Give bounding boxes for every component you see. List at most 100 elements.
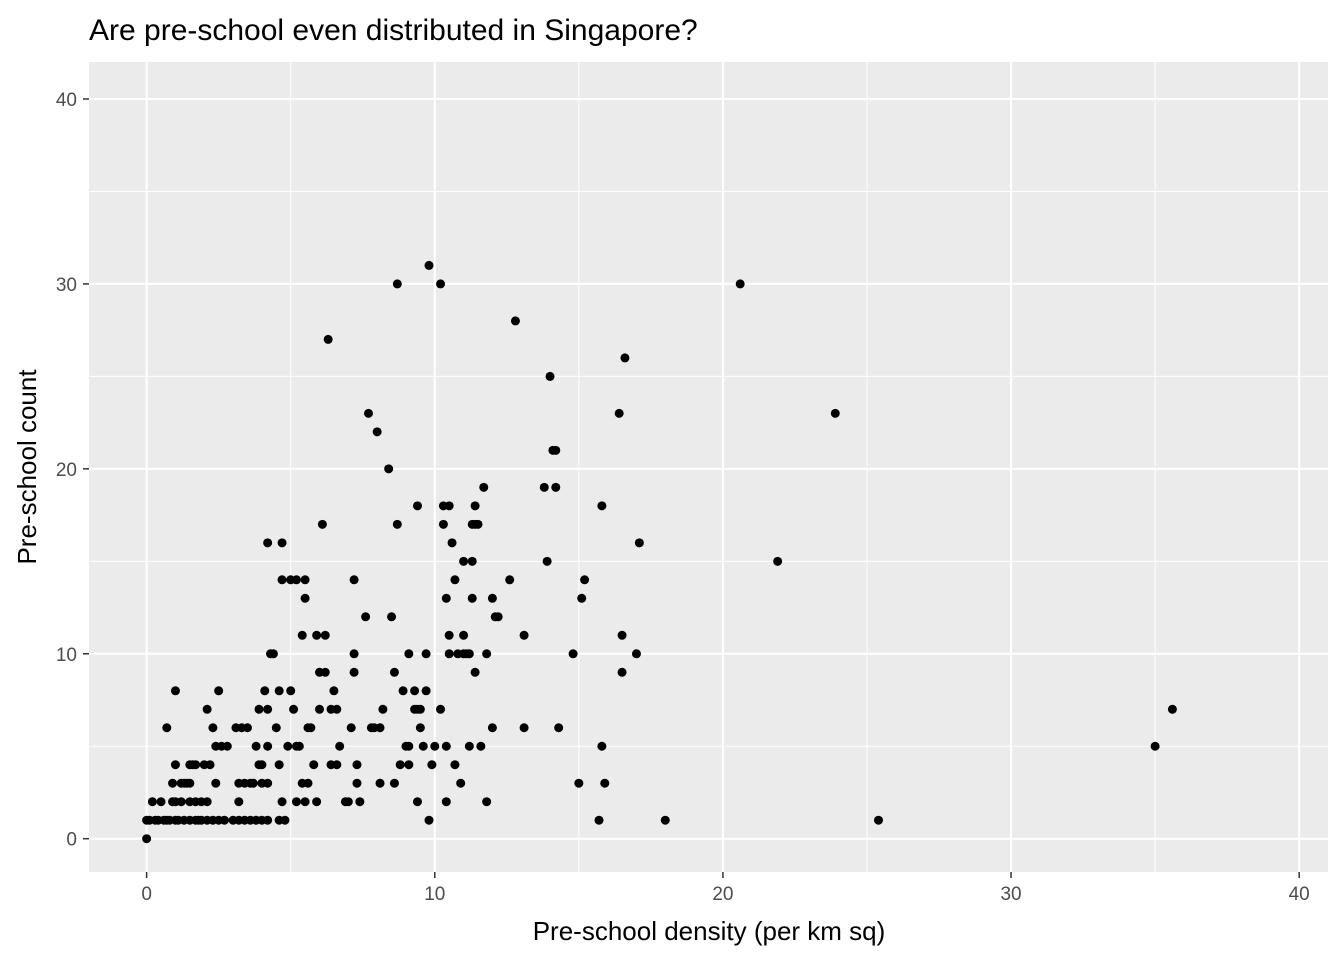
data-point xyxy=(352,760,362,770)
data-point xyxy=(277,538,287,548)
data-point xyxy=(291,575,301,585)
data-points xyxy=(142,260,1177,844)
data-point xyxy=(283,741,293,751)
data-point xyxy=(317,519,327,529)
data-point xyxy=(634,538,644,548)
data-point xyxy=(222,741,232,751)
x-tick-label: 10 xyxy=(424,884,445,905)
data-point xyxy=(202,704,212,714)
data-point xyxy=(300,575,310,585)
data-point xyxy=(248,778,258,788)
data-point xyxy=(257,760,267,770)
data-point xyxy=(372,427,382,437)
data-point xyxy=(395,760,405,770)
data-point xyxy=(263,704,273,714)
data-point xyxy=(162,723,172,733)
data-point xyxy=(580,575,590,585)
major-gridlines xyxy=(89,62,1328,872)
data-point xyxy=(773,556,783,566)
data-point xyxy=(142,834,152,844)
chart-title: Are pre-school even distributed in Singa… xyxy=(89,14,698,47)
data-point xyxy=(441,797,451,807)
data-point xyxy=(415,704,425,714)
data-point xyxy=(600,778,610,788)
data-point xyxy=(202,797,212,807)
data-point xyxy=(349,667,359,677)
data-point xyxy=(389,778,399,788)
data-point xyxy=(208,723,218,733)
data-point xyxy=(476,741,486,751)
data-point xyxy=(459,556,469,566)
data-point xyxy=(424,815,434,825)
data-point xyxy=(271,723,281,733)
data-point xyxy=(277,575,287,585)
data-point xyxy=(830,408,840,418)
data-point xyxy=(294,741,304,751)
data-point xyxy=(378,704,388,714)
x-axis: 0 10 20 30 40 xyxy=(141,872,1310,905)
data-point xyxy=(415,723,425,733)
data-point xyxy=(361,612,371,622)
y-tick-label: 30 xyxy=(56,275,77,296)
data-point xyxy=(309,760,319,770)
data-point xyxy=(404,760,414,770)
data-point xyxy=(450,575,460,585)
data-point xyxy=(335,741,345,751)
data-point xyxy=(482,649,492,659)
data-point xyxy=(577,593,587,603)
data-point xyxy=(456,778,466,788)
data-point xyxy=(505,575,515,585)
data-point xyxy=(349,575,359,585)
data-point xyxy=(332,760,342,770)
data-point xyxy=(375,723,385,733)
data-point xyxy=(450,760,460,770)
data-point xyxy=(303,778,313,788)
data-point xyxy=(375,778,385,788)
data-point xyxy=(219,815,229,825)
data-point xyxy=(1167,704,1177,714)
data-point xyxy=(617,667,627,677)
data-point xyxy=(300,593,310,603)
data-point xyxy=(470,667,480,677)
data-point xyxy=(464,741,474,751)
data-point xyxy=(436,279,446,289)
data-point xyxy=(323,334,333,344)
data-point xyxy=(274,686,284,696)
data-point xyxy=(214,686,224,696)
data-point xyxy=(398,686,408,696)
data-point xyxy=(438,519,448,529)
data-point xyxy=(421,686,431,696)
data-point xyxy=(574,778,584,788)
data-point xyxy=(329,686,339,696)
data-point xyxy=(286,686,296,696)
data-point xyxy=(260,686,270,696)
data-point xyxy=(346,723,356,733)
y-axis: 0 10 20 30 40 xyxy=(56,90,89,851)
data-point xyxy=(191,760,201,770)
data-point xyxy=(594,815,604,825)
data-point xyxy=(631,649,641,659)
data-point xyxy=(467,593,477,603)
data-point xyxy=(467,556,477,566)
data-point xyxy=(263,538,273,548)
data-point xyxy=(404,741,414,751)
data-point xyxy=(277,797,287,807)
data-point xyxy=(510,316,520,326)
data-point xyxy=(289,704,299,714)
data-point xyxy=(392,519,402,529)
data-point xyxy=(441,741,451,751)
y-axis-title: Pre-school count xyxy=(12,369,42,565)
plot-panel xyxy=(89,62,1328,872)
data-point xyxy=(473,519,483,529)
data-point xyxy=(410,686,420,696)
data-point xyxy=(444,649,454,659)
y-tick-label: 40 xyxy=(56,90,77,111)
data-point xyxy=(482,797,492,807)
data-point xyxy=(554,723,564,733)
data-point xyxy=(147,797,157,807)
data-point xyxy=(320,667,330,677)
data-point xyxy=(242,723,252,733)
data-point xyxy=(1150,741,1160,751)
data-point xyxy=(254,704,264,714)
